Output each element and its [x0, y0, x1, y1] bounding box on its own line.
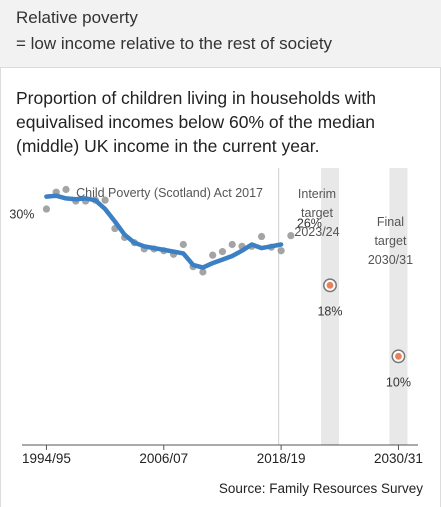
chart-description: Proportion of children living in househo…: [16, 88, 376, 156]
x-tick-label-2006/07: 2006/07: [139, 451, 188, 466]
target-final-label-0: Final: [377, 215, 404, 229]
data-point-2018: [277, 247, 285, 255]
target-interim-label-0: Interim: [298, 187, 336, 201]
target-interim-marker: [326, 281, 334, 289]
header-title: Relative poverty: [16, 8, 138, 27]
target-final-label-1: target: [374, 234, 406, 248]
target-final-value: 10%: [386, 375, 411, 389]
target-band-interim: [321, 168, 339, 445]
data-point-1996: [62, 185, 70, 194]
card-header: Relative poverty = low income relative t…: [0, 0, 441, 68]
target-final-label-2: 2030/31: [368, 253, 413, 267]
target-interim-value: 18%: [317, 304, 342, 318]
x-tick-label-1994/95: 1994/95: [22, 451, 71, 466]
data-point-2016: [257, 232, 266, 241]
data-point-2000: [101, 196, 109, 204]
header-subtitle: = low income relative to the rest of soc…: [16, 34, 333, 53]
data-point-2010: [199, 268, 207, 276]
x-tick-label-2018/19: 2018/19: [257, 451, 306, 466]
data-point-2008: [179, 240, 187, 249]
trend-line: [44, 193, 284, 270]
target-interim-label-1: target: [301, 206, 333, 220]
data-point-2013: [228, 240, 236, 249]
source-note: Source: Family Resources Survey: [218, 481, 423, 496]
data-point-1994: [42, 205, 51, 213]
start-value-label: 30%: [9, 208, 34, 222]
data-point-2012: [218, 248, 227, 256]
act-label: Child Poverty (Scotland) Act 2017: [76, 186, 263, 200]
latest-value-label: 26%: [297, 217, 322, 231]
target-band-final: [389, 168, 408, 445]
target-interim-label-2: 2023/24: [294, 225, 339, 239]
target-final-marker: [395, 352, 402, 360]
data-point-2019: [287, 232, 295, 240]
data-point-2011: [209, 251, 217, 259]
x-tick-label-2030/31: 2030/31: [374, 451, 423, 466]
